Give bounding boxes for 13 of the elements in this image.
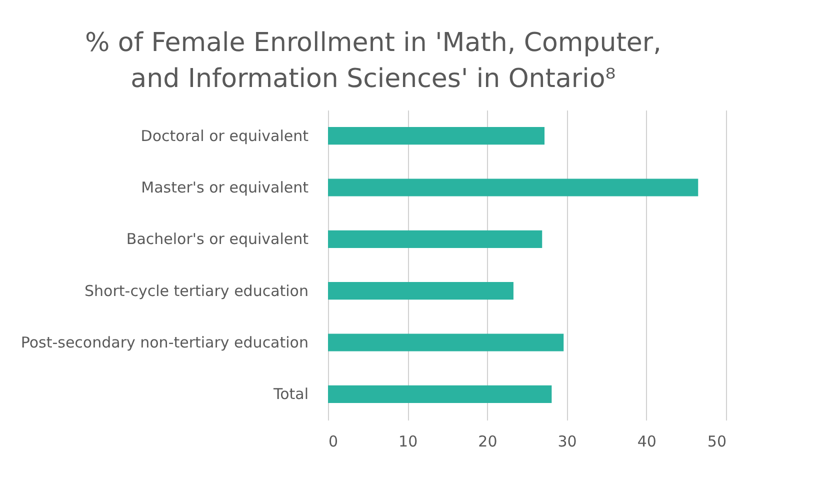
y-tick-label: Post-secondary non-tertiary education — [20, 334, 308, 352]
x-tick-label: 30 — [558, 432, 577, 450]
y-tick-label: Bachelor's or equivalent — [126, 230, 309, 248]
chart-title: % of Female Enrollment in 'Math, Computer, and Information Sciences' in Ontario⁸ — [84, 28, 662, 94]
y-tick-label: Doctoral or equivalent — [140, 126, 309, 145]
y-tick-label: Total — [272, 385, 308, 404]
x-tick-label: 0 — [328, 432, 338, 450]
y-tick-label: Short-cycle tertiary education — [84, 282, 308, 300]
x-tick-label: 10 — [398, 432, 418, 450]
x-tick-label: 50 — [707, 432, 726, 450]
x-tick-label: 20 — [478, 432, 498, 450]
y-tick-label: Master's or equivalent — [141, 178, 309, 196]
x-tick-label: 40 — [637, 432, 656, 450]
